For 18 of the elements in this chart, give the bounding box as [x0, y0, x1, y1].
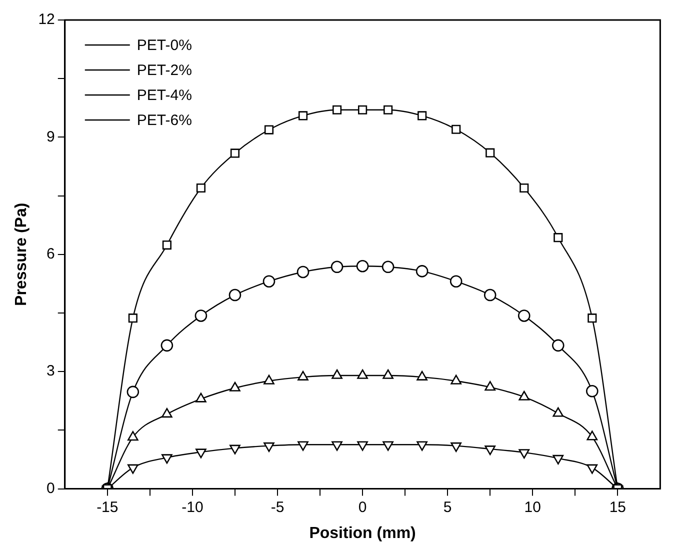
x-tick-label: -15	[96, 498, 118, 516]
x-tick-label: 0	[358, 498, 367, 516]
legend-label: PET-0%	[136, 37, 192, 54]
x-tick-label: 15	[609, 498, 626, 516]
legend-label: PET-6%	[136, 112, 192, 130]
x-tick-label: 10	[524, 498, 541, 516]
y-tick-label: 0	[46, 480, 55, 497]
y-tick-label: 6	[46, 246, 55, 263]
x-tick-label: -10	[182, 498, 204, 516]
y-tick-label: 3	[46, 362, 55, 380]
y-tick-label: 12	[38, 11, 55, 28]
y-tick-label: 9	[46, 128, 55, 146]
x-axis-title: Position (mm)	[309, 524, 416, 542]
x-tick-label: 5	[443, 498, 452, 516]
legend-label: PET-4%	[136, 87, 192, 104]
legend-label: PET-2%	[136, 62, 192, 80]
x-tick-label: -5	[270, 498, 284, 516]
y-axis-title: Pressure (Pa)	[13, 202, 30, 306]
